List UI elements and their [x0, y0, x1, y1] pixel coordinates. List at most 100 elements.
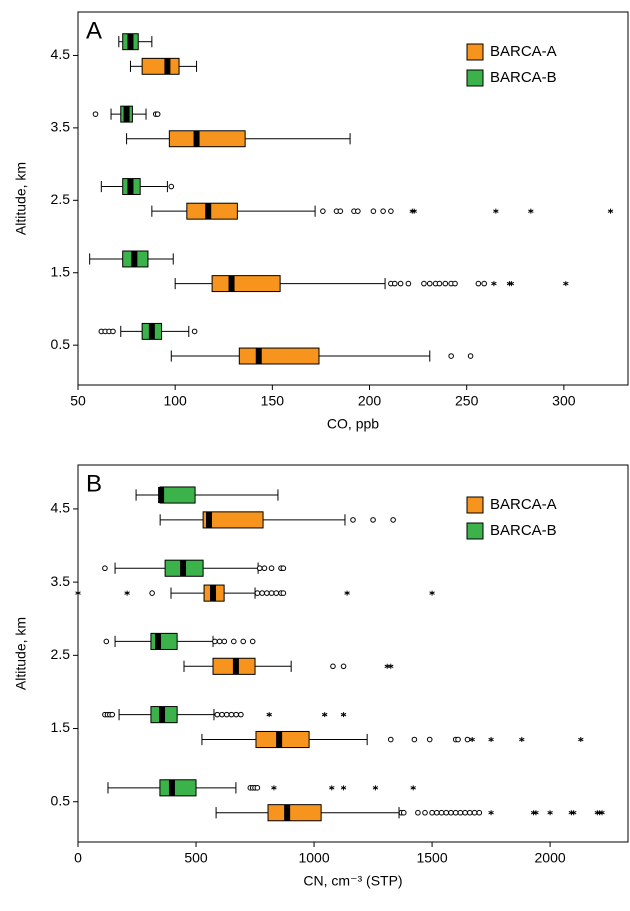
extreme: [321, 712, 328, 718]
panel-label: B: [86, 470, 102, 497]
outlier: [467, 353, 474, 359]
y-tick-label: 0.5: [51, 792, 71, 808]
outlier: [230, 638, 237, 645]
x-tick-label: 50: [70, 393, 86, 409]
outlier: [355, 208, 361, 214]
median: [168, 779, 175, 796]
x-tick-label: 1000: [298, 850, 329, 866]
outlier: [92, 111, 99, 117]
outlier: [110, 328, 116, 335]
outlier: [370, 517, 376, 523]
outlier: [261, 565, 268, 572]
outlier: [400, 809, 407, 816]
outlier: [330, 663, 336, 670]
median: [180, 560, 187, 577]
outlier: [340, 663, 347, 670]
legend-label: BARCA-B: [490, 69, 557, 86]
x-tick-label: 150: [261, 393, 285, 409]
outlier: [212, 638, 218, 645]
extreme: [372, 785, 379, 791]
outlier: [228, 711, 235, 718]
legend-label: BARCA-A: [490, 496, 557, 513]
box: [238, 347, 320, 365]
median: [206, 511, 213, 528]
extreme: [410, 785, 416, 791]
extreme: [266, 712, 272, 718]
median: [232, 658, 239, 675]
y-tick-label: 2.5: [51, 191, 71, 207]
x-tick-label: 300: [552, 393, 576, 409]
outlier: [102, 565, 108, 572]
outlier: [415, 809, 421, 816]
outlier: [422, 809, 428, 816]
extreme: [533, 810, 539, 816]
outlier: [238, 711, 244, 718]
x-tick-label: 2000: [535, 850, 566, 866]
outlier: [426, 280, 433, 287]
box: [141, 57, 180, 75]
outlier: [254, 590, 261, 596]
extreme: [519, 737, 525, 743]
outlier: [405, 280, 412, 287]
outlier: [475, 280, 482, 287]
median: [155, 633, 162, 650]
y-axis-label: Altitude, km: [13, 617, 29, 690]
outlier: [223, 711, 230, 718]
outlier: [457, 809, 464, 816]
median: [193, 130, 200, 147]
outlier: [268, 590, 275, 596]
outlier: [390, 517, 396, 523]
x-tick-label: 500: [184, 850, 208, 866]
outlier: [448, 353, 454, 359]
extreme: [411, 208, 417, 214]
outlier: [388, 208, 394, 214]
box: [255, 730, 310, 749]
box: [159, 486, 196, 504]
outlier: [268, 565, 275, 572]
extreme: [429, 590, 435, 596]
x-tick-label: 250: [455, 393, 479, 409]
outlier: [442, 280, 449, 287]
extreme: [599, 810, 605, 816]
outlier: [433, 809, 440, 816]
x-tick-label: 1500: [416, 850, 447, 866]
outlier: [254, 785, 261, 791]
outlier: [452, 809, 459, 816]
outlier: [337, 208, 344, 214]
outlier: [109, 711, 116, 718]
extreme: [469, 737, 475, 743]
legend-label: BARCA-A: [490, 43, 557, 60]
median: [123, 106, 130, 123]
y-tick-label: 4.5: [51, 500, 71, 516]
outlier: [380, 208, 386, 214]
median: [205, 203, 212, 220]
outlier: [421, 280, 427, 287]
median: [210, 585, 217, 602]
outlier: [476, 809, 483, 816]
outlier: [149, 590, 155, 596]
median: [284, 804, 291, 821]
outlier: [370, 208, 377, 214]
x-axis-label: CN, cm⁻³ (STP): [303, 873, 402, 889]
outlier: [256, 565, 263, 572]
x-tick-label: 100: [163, 393, 187, 409]
y-tick-label: 3.5: [51, 119, 71, 135]
extreme: [491, 281, 497, 287]
extreme: [488, 810, 494, 816]
outlier: [216, 638, 223, 645]
extreme: [578, 737, 584, 743]
y-tick-label: 4.5: [51, 46, 71, 62]
box: [150, 632, 178, 650]
outlier: [249, 638, 256, 645]
extreme: [340, 712, 347, 718]
legend-swatch: [466, 496, 484, 514]
extreme: [547, 810, 553, 816]
outlier: [273, 590, 280, 596]
outlier: [320, 208, 326, 214]
outlier: [448, 809, 454, 816]
extreme: [124, 590, 130, 596]
plot-frame: [77, 464, 629, 843]
outlier: [436, 280, 443, 287]
